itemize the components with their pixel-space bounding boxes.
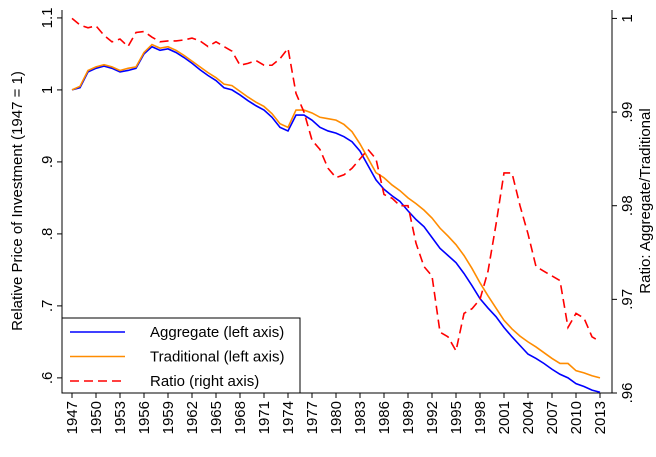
y-tick-label: .9 [39,156,56,169]
y-tick-label: 1 [39,86,56,94]
x-tick-label: 1959 [160,401,177,434]
x-tick-label: 2001 [496,401,513,434]
y-tick-label: .6 [39,372,56,385]
x-tick-label: 1983 [352,401,369,434]
x-tick-label: 1980 [328,401,345,434]
x-tick-label: 1950 [88,401,105,434]
y2-tick-label: .96 [619,383,636,404]
y-tick-label: .7 [39,300,56,313]
x-tick-label: 1965 [208,401,225,434]
legend-label: Ratio (right axis) [150,373,259,390]
y-tick-label: 1.1 [39,7,56,28]
x-tick-label: 1953 [112,401,129,434]
series-line [71,17,601,354]
x-tick-label: 1977 [304,401,321,434]
x-tick-label: 1971 [256,401,273,434]
x-tick-label: 1995 [448,401,465,434]
y-axis-title: Relative Price of Investment (1947 = 1) [9,71,26,331]
x-tick-label: 1998 [472,401,489,434]
x-tick-label: 2010 [568,401,585,434]
x-tick-label: 2004 [520,401,537,434]
x-tick-label: 1947 [64,401,81,434]
y-tick-label: .8 [39,228,56,241]
y2-tick-label: 1 [619,14,636,22]
legend-label: Traditional (left axis) [150,349,285,366]
x-tick-label: 1962 [184,401,201,434]
series-line [71,43,601,379]
legend-label: Aggregate (left axis) [150,324,284,341]
series-line [71,45,601,394]
y2-tick-label: .99 [619,102,636,123]
x-tick-label: 1968 [232,401,249,434]
y2-tick-label: .97 [619,289,636,310]
x-tick-label: 1956 [136,401,153,434]
x-tick-label: 1992 [424,401,441,434]
y2-axis-title: Ratio: Aggregate/Traditional [637,108,654,293]
x-tick-label: 1974 [280,401,297,434]
x-tick-label: 2007 [544,401,561,434]
x-tick-label: 1989 [400,401,417,434]
x-tick-label: 1986 [376,401,393,434]
y2-tick-label: .98 [619,195,636,216]
x-tick-label: 2013 [592,401,609,434]
